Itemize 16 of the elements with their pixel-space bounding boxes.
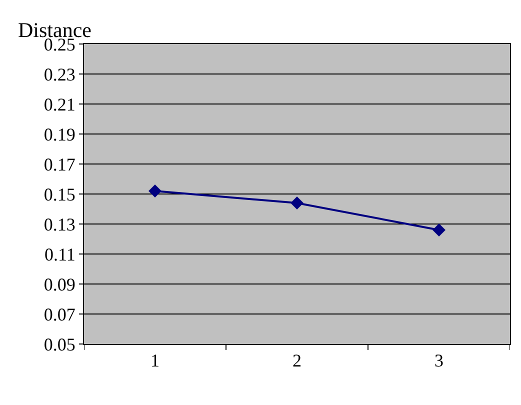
x-tick-label: 3 — [434, 350, 444, 371]
point — [290, 196, 304, 210]
y-tick-label: 0.05 — [44, 334, 76, 354]
y-tick-label: 0.21 — [44, 94, 76, 114]
y-tick-label: 0.15 — [44, 184, 76, 204]
x-tick-label: 1 — [150, 350, 160, 371]
x-tick-label: 2 — [292, 350, 302, 371]
y-tick-label: 0.11 — [44, 244, 76, 264]
y-tick-label: 0.07 — [44, 304, 76, 324]
point — [148, 184, 162, 198]
y-tick-label: 0.09 — [44, 274, 76, 294]
y-tick-label: 0.17 — [44, 154, 76, 174]
y-tick-label: 0.23 — [44, 64, 76, 84]
y-tick-label: 0.13 — [44, 214, 76, 234]
y-tick-label: 0.19 — [44, 124, 76, 144]
point — [432, 224, 446, 236]
